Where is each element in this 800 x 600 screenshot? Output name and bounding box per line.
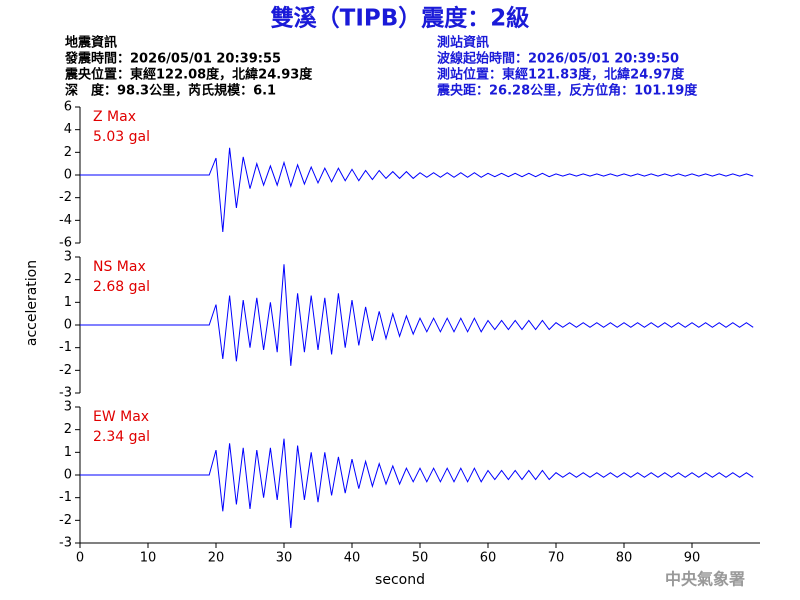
station-info: 測站資訊 波線起始時間：2026/05/01 20:39:50 測站位置：東經1… bbox=[436, 35, 698, 99]
y-tick-label: -4 bbox=[59, 213, 72, 228]
y-tick-label: -3 bbox=[59, 386, 72, 401]
y-axis-label: acceleration bbox=[24, 260, 40, 346]
y-tick-label: -1 bbox=[59, 340, 72, 355]
info-line: 震央距：26.28公里，反方位角：101.19度 bbox=[436, 83, 698, 99]
x-tick-label: 10 bbox=[140, 551, 157, 566]
y-tick-label: -2 bbox=[59, 363, 72, 378]
y-tick-label: 0 bbox=[64, 318, 72, 333]
y-tick-label: -6 bbox=[59, 236, 72, 251]
info-line: 測站資訊 bbox=[437, 35, 489, 51]
footer: 中央氣象署 bbox=[665, 570, 745, 589]
waveform bbox=[80, 147, 754, 233]
annotation: 2.34 gal bbox=[93, 429, 150, 445]
waveform bbox=[80, 438, 754, 529]
waveform bbox=[80, 264, 754, 366]
info-line: 波線起始時間：2026/05/01 20:39:50 bbox=[437, 51, 679, 67]
y-tick-label: 6 bbox=[64, 100, 72, 115]
annotation: 5.03 gal bbox=[93, 129, 150, 145]
info-line: 深 度：98.3公里，芮氏規模：6.1 bbox=[65, 83, 276, 99]
y-tick-label: 2 bbox=[64, 272, 72, 287]
y-tick-label: -2 bbox=[59, 513, 72, 528]
y-tick-label: 1 bbox=[64, 295, 72, 310]
annotation: Z Max bbox=[93, 109, 136, 125]
y-tick-label: 1 bbox=[64, 445, 72, 460]
info-line: 地震資訊 bbox=[65, 35, 117, 51]
y-tick-label: 4 bbox=[64, 122, 72, 137]
info-line: 測站位置：東經121.83度，北緯24.97度 bbox=[437, 67, 685, 83]
x-tick-label: 50 bbox=[412, 551, 429, 566]
y-tick-label: 3 bbox=[64, 250, 72, 265]
x-axis-label: second bbox=[375, 572, 425, 588]
y-tick-label: -1 bbox=[59, 490, 72, 505]
x-tick-label: 20 bbox=[208, 551, 225, 566]
y-tick-label: 3 bbox=[64, 400, 72, 415]
y-tick-label: -3 bbox=[59, 536, 72, 551]
y-tick-label: 2 bbox=[64, 422, 72, 437]
x-tick-label: 40 bbox=[344, 551, 361, 566]
x-tick-label: 90 bbox=[684, 551, 701, 566]
x-tick-label: 80 bbox=[616, 551, 633, 566]
annotation: EW Max bbox=[93, 409, 149, 425]
chart-title: 雙溪（TIPB）震度：2級 bbox=[271, 5, 530, 32]
earthquake-info: 地震資訊 發震時間：2026/05/01 20:39:55 震央位置：東經122… bbox=[64, 35, 313, 99]
y-tick-label: 2 bbox=[64, 145, 72, 160]
y-tick-label: 0 bbox=[64, 468, 72, 483]
x-tick-label: 30 bbox=[276, 551, 293, 566]
info-line: 發震時間：2026/05/01 20:39:55 bbox=[64, 51, 281, 67]
y-tick-label: 0 bbox=[64, 168, 72, 183]
x-tick-label: 0 bbox=[76, 551, 84, 566]
x-tick-label: 70 bbox=[548, 551, 565, 566]
info-line: 震央位置：東經122.08度，北緯24.93度 bbox=[64, 67, 313, 83]
y-tick-label: -2 bbox=[59, 190, 72, 205]
x-tick-label: 60 bbox=[480, 551, 497, 566]
annotation: NS Max bbox=[93, 259, 146, 275]
annotation: 2.68 gal bbox=[93, 279, 150, 295]
